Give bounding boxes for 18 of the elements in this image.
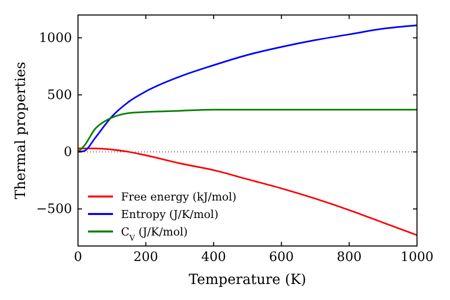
legend-label: Free energy (kJ/mol) xyxy=(121,190,236,204)
legend-label: Entropy (J/K/mol) xyxy=(121,208,218,221)
line-series xyxy=(77,24,418,153)
y-tick-label: 1000 xyxy=(38,30,72,46)
y-tick-label: 500 xyxy=(47,88,72,104)
x-tick-label: 200 xyxy=(133,250,158,266)
line-series xyxy=(77,108,418,153)
line-series xyxy=(77,148,418,236)
x-tick-label: 800 xyxy=(336,250,362,266)
y-axis-title: Thermal properties xyxy=(13,62,29,200)
x-axis-title: Temperature (K) xyxy=(188,272,306,288)
x-tick-label: 400 xyxy=(201,250,226,266)
y-tick-label: −500 xyxy=(36,202,72,218)
x-tick-label: 0 xyxy=(74,250,82,266)
x-tick-label: 1000 xyxy=(400,250,434,266)
x-tick-label: 600 xyxy=(268,250,294,266)
legend-label: C$_{V}$ (J/K/mol) xyxy=(121,225,188,242)
y-tick-label: 0 xyxy=(64,145,72,160)
